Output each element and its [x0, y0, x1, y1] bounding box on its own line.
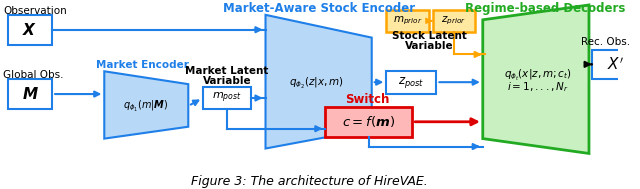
Text: Switch: Switch [345, 92, 389, 105]
Text: Variable: Variable [203, 76, 252, 86]
Text: $\boldsymbol{M}$: $\boldsymbol{M}$ [22, 86, 38, 102]
Text: Regime-based Decoders: Regime-based Decoders [465, 2, 626, 15]
Text: $c = f(\boldsymbol{m})$: $c = f(\boldsymbol{m})$ [342, 114, 396, 129]
Text: Stock Latent: Stock Latent [392, 31, 467, 41]
Text: Rec. Obs.: Rec. Obs. [581, 37, 630, 46]
Bar [8, 79, 52, 109]
Text: $z_{post}$: $z_{post}$ [398, 75, 424, 90]
Bar [325, 107, 412, 137]
Polygon shape [266, 15, 372, 149]
Text: $m_{prior}$: $m_{prior}$ [393, 15, 422, 27]
Polygon shape [483, 5, 589, 153]
Bar [592, 50, 640, 79]
Text: Global Obs.: Global Obs. [3, 70, 63, 80]
Text: $\boldsymbol{X}$: $\boldsymbol{X}$ [22, 22, 38, 38]
Text: $q_{\phi_1}(m|\boldsymbol{M})$: $q_{\phi_1}(m|\boldsymbol{M})$ [123, 98, 168, 113]
Bar [433, 10, 475, 32]
Text: Market Latent: Market Latent [185, 66, 269, 76]
Text: $q_{\phi_2}(z|x,m)$: $q_{\phi_2}(z|x,m)$ [289, 75, 344, 90]
Text: Variable: Variable [405, 41, 454, 50]
Text: Market-Aware Stock Encoder: Market-Aware Stock Encoder [223, 2, 415, 15]
Text: $X'$: $X'$ [607, 56, 625, 73]
Text: $q_{\phi_t}(x|z,m;c_t)$: $q_{\phi_t}(x|z,m;c_t)$ [504, 67, 572, 82]
Text: $m_{post}$: $m_{post}$ [212, 91, 242, 105]
Text: Observation: Observation [3, 6, 67, 16]
Text: Market Encoder: Market Encoder [97, 60, 189, 70]
Polygon shape [104, 71, 188, 139]
Bar [8, 15, 52, 45]
Bar [203, 87, 251, 109]
Text: $i=1,...,N_r$: $i=1,...,N_r$ [507, 80, 569, 94]
Bar [386, 71, 436, 94]
Bar [386, 10, 429, 32]
Text: Figure 3: The architecture of HireVAE.: Figure 3: The architecture of HireVAE. [191, 175, 428, 188]
Text: $z_{prior}$: $z_{prior}$ [442, 15, 467, 27]
